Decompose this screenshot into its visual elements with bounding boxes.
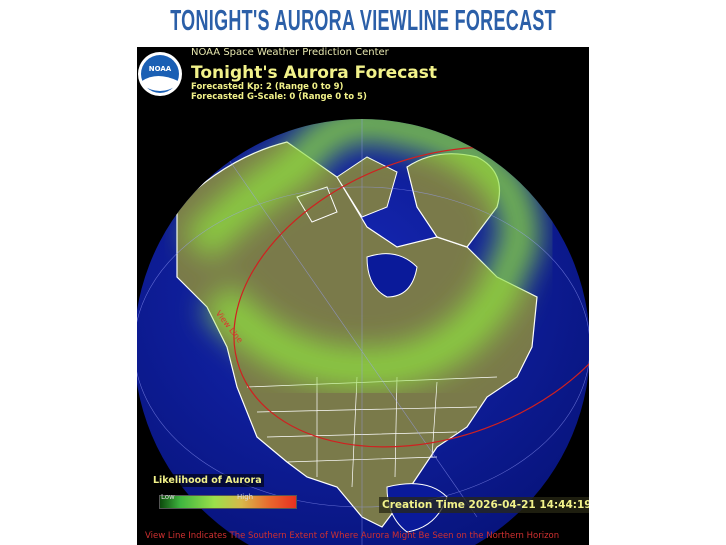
kp-forecast: Forecasted Kp: 2 (Range 0 to 9): [191, 82, 344, 92]
legend-low: Low: [161, 493, 175, 501]
view-line: [233, 146, 589, 448]
g-scale-forecast: Forecasted G-Scale: 0 (Range 0 to 5): [191, 92, 367, 102]
svg-text:NOAA: NOAA: [149, 65, 172, 73]
legend-high: High: [237, 493, 254, 501]
page-title: TONIGHT'S AURORA VIEWLINE FORECAST: [170, 5, 556, 37]
graticule: [137, 119, 589, 545]
legend-color-bar: [159, 495, 297, 509]
north-america-land: [176, 141, 538, 528]
hudson-bay: [366, 253, 418, 298]
forecast-title: Tonight's Aurora Forecast: [191, 63, 437, 83]
aurora-oval: [182, 118, 540, 389]
noaa-logo: NOAA: [138, 52, 182, 96]
creation-time: Creation Time 2026-04-21 14:44:19: [379, 497, 589, 513]
globe-map: NOAA: [137, 52, 589, 545]
legend-title: Likelihood of Aurora: [151, 474, 264, 487]
organization-label: NOAA Space Weather Prediction Center: [191, 47, 389, 58]
view-line-footnote: View Line Indicates The Southern Extent …: [145, 531, 560, 541]
aurora-forecast-map: NOAA NOAA Space Weather Prediction Cente…: [137, 47, 589, 545]
